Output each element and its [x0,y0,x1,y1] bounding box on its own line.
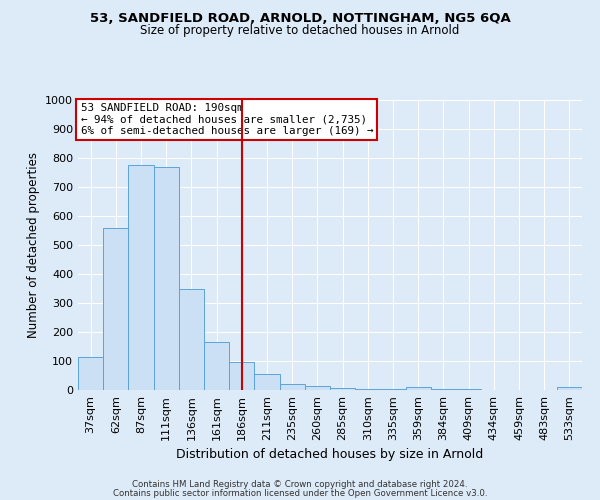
Bar [431,388,456,390]
Bar [330,388,355,390]
Bar [355,388,380,390]
Bar [280,384,305,390]
Bar [229,362,254,390]
Text: Contains public sector information licensed under the Open Government Licence v3: Contains public sector information licen… [113,488,487,498]
Text: 53 SANDFIELD ROAD: 190sqm
← 94% of detached houses are smaller (2,735)
6% of sem: 53 SANDFIELD ROAD: 190sqm ← 94% of detac… [80,103,373,136]
Bar [204,342,229,390]
Bar [305,386,330,390]
Bar [179,288,204,390]
Bar [406,387,431,390]
Bar [128,166,154,390]
Bar [254,374,280,390]
Bar [103,228,128,390]
Bar [154,166,179,390]
Text: Size of property relative to detached houses in Arnold: Size of property relative to detached ho… [140,24,460,37]
Bar [380,388,406,390]
Text: 53, SANDFIELD ROAD, ARNOLD, NOTTINGHAM, NG5 6QA: 53, SANDFIELD ROAD, ARNOLD, NOTTINGHAM, … [89,12,511,26]
Bar [456,388,481,390]
Y-axis label: Number of detached properties: Number of detached properties [26,152,40,338]
Bar [557,387,582,390]
Text: Contains HM Land Registry data © Crown copyright and database right 2024.: Contains HM Land Registry data © Crown c… [132,480,468,489]
Bar [78,357,103,390]
X-axis label: Distribution of detached houses by size in Arnold: Distribution of detached houses by size … [176,448,484,461]
